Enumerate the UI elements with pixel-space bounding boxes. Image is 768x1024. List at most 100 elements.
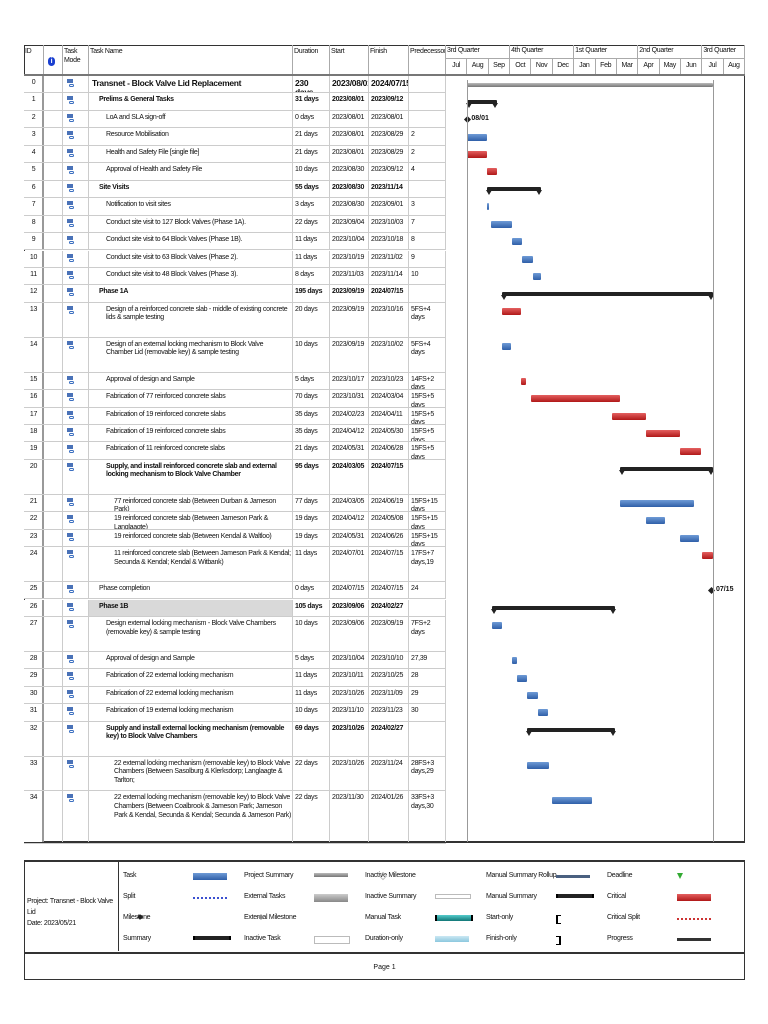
task-row[interactable]: 4 Health and Safety File [single file] 21 …	[24, 145, 446, 164]
task-finish[interactable]: 2024/07/15	[369, 459, 409, 494]
task-duration[interactable]: 35 days	[293, 407, 330, 424]
task-duration[interactable]: 11 days	[293, 686, 330, 704]
task-predecessors[interactable]: 15FS+5 days	[409, 425, 446, 442]
task-row[interactable]: 1 Prelims & General Tasks 31 days 2023/08/0…	[24, 93, 446, 111]
task-finish[interactable]: 2024/07/15	[369, 582, 409, 599]
task-predecessors[interactable]: 15FS+5 days	[409, 407, 446, 424]
task-predecessors[interactable]: 15FS+15 days	[409, 494, 446, 512]
task-finish[interactable]: 2024/06/28	[369, 442, 409, 459]
task-start[interactable]: 2023/10/19	[330, 250, 369, 267]
task-mode[interactable]	[63, 442, 89, 459]
task-mode[interactable]	[63, 721, 89, 756]
task-bar[interactable]	[501, 308, 522, 316]
task-name[interactable]: Fabrication of 11 reinforced concrete sl…	[89, 442, 293, 459]
task-finish[interactable]: 2023/11/14	[369, 180, 409, 198]
task-row[interactable]: 7 Notification to visit sites 3 days 2023/0…	[24, 198, 446, 216]
task-finish[interactable]: 2023/10/10	[369, 651, 409, 669]
task-row[interactable]: 20 Supply, and install reinforced concret…	[24, 459, 446, 495]
task-row[interactable]: 3 Resource Mobilisation 21 days 2023/08/01 2…	[24, 128, 446, 146]
task-start[interactable]: 2023/09/19	[330, 302, 369, 337]
task-predecessors[interactable]: 2	[409, 128, 446, 145]
task-finish[interactable]: 2023/08/29	[369, 145, 409, 163]
col-finish[interactable]: Finish	[369, 45, 409, 74]
task-name[interactable]: Approval of Health and Safety File	[89, 163, 293, 180]
task-row[interactable]: 22 19 reinforced concrete slab (Between J…	[24, 512, 446, 530]
task-predecessors[interactable]	[409, 93, 446, 110]
task-name[interactable]: Approval of design and Sample	[89, 651, 293, 669]
task-name[interactable]: 22 external locking mechanism (removable…	[89, 791, 293, 843]
task-finish[interactable]: 2023/08/29	[369, 128, 409, 145]
task-finish[interactable]: 2024/07/15	[369, 547, 409, 582]
task-name[interactable]: Phase 1A	[89, 285, 293, 302]
task-predecessors[interactable]: 7FS+2 days	[409, 616, 446, 651]
col-id[interactable]: ID	[24, 45, 44, 74]
task-duration[interactable]: 22 days	[293, 215, 330, 233]
task-name[interactable]: Conduct site visit to 127 Block Valves (…	[89, 215, 293, 233]
task-name[interactable]: Site Visits	[89, 180, 293, 198]
task-row[interactable]: 33 22 external locking mechanism (removab…	[24, 756, 446, 792]
task-start[interactable]: 2023/10/11	[330, 669, 369, 686]
task-row[interactable]: 17 Fabrication of 19 reinforced concrete …	[24, 407, 446, 425]
task-mode[interactable]	[63, 372, 89, 390]
task-bar[interactable]	[492, 622, 503, 630]
task-bar[interactable]	[527, 761, 549, 769]
task-duration[interactable]: 0 days	[293, 582, 330, 599]
task-start[interactable]: 2023/11/03	[330, 267, 369, 285]
task-duration[interactable]: 10 days	[293, 704, 330, 721]
task-start[interactable]: 2023/08/01	[330, 76, 369, 93]
task-predecessors[interactable]: 24	[409, 582, 446, 599]
task-row[interactable]: 21 77 reinforced concrete slab (Between D…	[24, 494, 446, 513]
task-start[interactable]: 2023/09/06	[330, 616, 369, 651]
task-start[interactable]: 2023/08/01	[330, 128, 369, 145]
task-duration[interactable]: 20 days	[293, 302, 330, 337]
task-row[interactable]: 10 Conduct site visit to 63 Block Valves …	[24, 250, 446, 268]
task-mode[interactable]	[63, 512, 89, 529]
task-finish[interactable]: 2024/05/30	[369, 425, 409, 442]
task-start[interactable]: 2023/10/04	[330, 233, 369, 250]
task-duration[interactable]: 8 days	[293, 267, 330, 285]
task-finish[interactable]: 2023/10/18	[369, 233, 409, 250]
task-start[interactable]: 2024/03/05	[330, 459, 369, 494]
task-bar[interactable]	[532, 273, 542, 281]
task-duration[interactable]: 10 days	[293, 616, 330, 651]
task-row[interactable]: 19 Fabrication of 11 reinforced concrete …	[24, 442, 446, 460]
task-bar[interactable]	[611, 412, 647, 420]
task-finish[interactable]: 2024/02/27	[369, 599, 409, 616]
task-row[interactable]: 26 Phase 1B 105 days 2023/09/06 2024/02/27	[24, 599, 446, 617]
task-start[interactable]: 2023/10/26	[330, 756, 369, 791]
task-mode[interactable]	[63, 425, 89, 442]
task-bar[interactable]	[522, 255, 533, 263]
task-bar[interactable]	[680, 534, 700, 542]
task-finish[interactable]: 2024/02/27	[369, 721, 409, 756]
task-name[interactable]: Resource Mobilisation	[89, 128, 293, 145]
task-bar[interactable]	[512, 657, 517, 665]
task-predecessors[interactable]	[409, 459, 446, 494]
task-start[interactable]: 2023/10/26	[330, 686, 369, 704]
task-predecessors[interactable]: 27,39	[409, 651, 446, 669]
task-name[interactable]: Approval of design and Sample	[89, 372, 293, 390]
task-mode[interactable]	[63, 337, 89, 372]
task-start[interactable]: 2024/05/31	[330, 529, 369, 547]
task-mode[interactable]	[63, 407, 89, 424]
task-duration[interactable]: 10 days	[293, 163, 330, 180]
task-finish[interactable]: 2023/09/12	[369, 163, 409, 180]
task-mode[interactable]	[63, 651, 89, 669]
task-mode[interactable]	[63, 547, 89, 582]
task-duration[interactable]: 21 days	[293, 128, 330, 145]
task-predecessors[interactable]: 8	[409, 233, 446, 250]
task-mode[interactable]	[63, 529, 89, 547]
task-predecessors[interactable]	[409, 721, 446, 756]
task-row[interactable]: 24 11 reinforced concrete slab (Between J…	[24, 547, 446, 583]
task-predecessors[interactable]: 2	[409, 145, 446, 163]
task-finish[interactable]: 2023/08/01	[369, 110, 409, 128]
task-duration[interactable]: 11 days	[293, 233, 330, 250]
task-start[interactable]: 2023/10/04	[330, 651, 369, 669]
task-bar[interactable]	[501, 342, 512, 350]
task-bar[interactable]	[467, 133, 488, 141]
task-predecessors[interactable]: 15FS+15 days	[409, 529, 446, 547]
task-bar[interactable]	[619, 500, 695, 508]
task-mode[interactable]	[63, 302, 89, 337]
task-name[interactable]: Transnet - Block Valve Lid Replacement	[89, 76, 293, 93]
task-bar[interactable]	[516, 674, 528, 682]
task-predecessors[interactable]: 5FS+4 days	[409, 337, 446, 372]
